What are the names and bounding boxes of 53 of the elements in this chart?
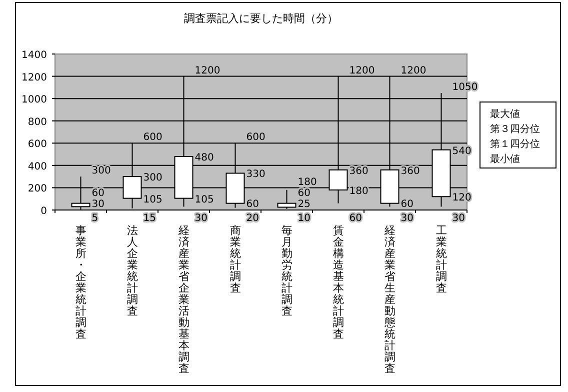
- annotation: 540: [452, 146, 472, 157]
- annotation: 105: [143, 194, 162, 206]
- category-label: 経済産業省企業活動基本調査: [178, 224, 190, 375]
- y-tick-label: 1400: [22, 50, 47, 61]
- annotation: 120: [452, 192, 472, 204]
- annotation: 1200: [400, 65, 426, 76]
- text: 第１四分位: [490, 138, 540, 150]
- x-tick-label: 法人企業統計調査: [126, 224, 138, 318]
- annotation: 20: [246, 213, 259, 224]
- annotation: 10: [298, 213, 310, 224]
- y-tick-label: 1000: [22, 94, 47, 106]
- annotation: 25: [298, 199, 310, 210]
- annotation: 180: [298, 177, 317, 188]
- annotation: 30: [400, 213, 414, 224]
- category-label: 賃金構造基本統計調査: [332, 224, 344, 340]
- annotation: 60: [92, 188, 104, 199]
- annotation: 105: [194, 194, 214, 206]
- annotation: 1200: [349, 65, 375, 76]
- y-tick-label: 400: [28, 161, 47, 172]
- y-tick-label: 200: [28, 184, 47, 195]
- y-tick-label: 800: [28, 116, 47, 128]
- y-tick-label: 600: [28, 139, 47, 150]
- annotation: 30: [452, 213, 465, 224]
- text: 第３四分位: [490, 123, 540, 135]
- y-tick-label: 1200: [22, 72, 47, 84]
- text: 最小値: [490, 153, 520, 165]
- x-tick-label: 工業統計調査: [436, 224, 447, 294]
- x-tick-label: 商業統計調査: [230, 224, 241, 294]
- annotation: 480: [194, 152, 214, 164]
- annotation: 180: [349, 186, 368, 197]
- annotation: 60: [349, 213, 362, 224]
- category-label: 事業所・企業統計調査: [75, 224, 86, 340]
- annotation: 1200: [194, 65, 220, 76]
- annotation: 330: [246, 169, 266, 180]
- text: 最大値: [490, 108, 520, 120]
- category-label: 経済産業省生産動態統計調査: [384, 224, 396, 375]
- annotation: 60: [246, 199, 259, 210]
- annotation: 30: [194, 213, 208, 224]
- annotation: 5: [92, 213, 98, 224]
- y-tick-label: 0: [40, 206, 47, 217]
- annotation: 60: [298, 188, 310, 199]
- annotation: 1050: [452, 82, 478, 93]
- annotation: 60: [400, 199, 414, 210]
- annotation: 300: [92, 166, 111, 177]
- x-tick-label: 毎月勤労統計調査: [281, 224, 292, 318]
- annotation: 600: [143, 132, 162, 144]
- annotation: 360: [349, 166, 368, 177]
- annotation: 15: [143, 213, 156, 224]
- annotation: 30: [92, 199, 104, 210]
- chart-title: 調査票記入に要した時間（分）: [184, 12, 338, 25]
- annotation: 360: [400, 166, 420, 177]
- annotation: 300: [143, 172, 162, 184]
- annotation: 600: [246, 132, 266, 144]
